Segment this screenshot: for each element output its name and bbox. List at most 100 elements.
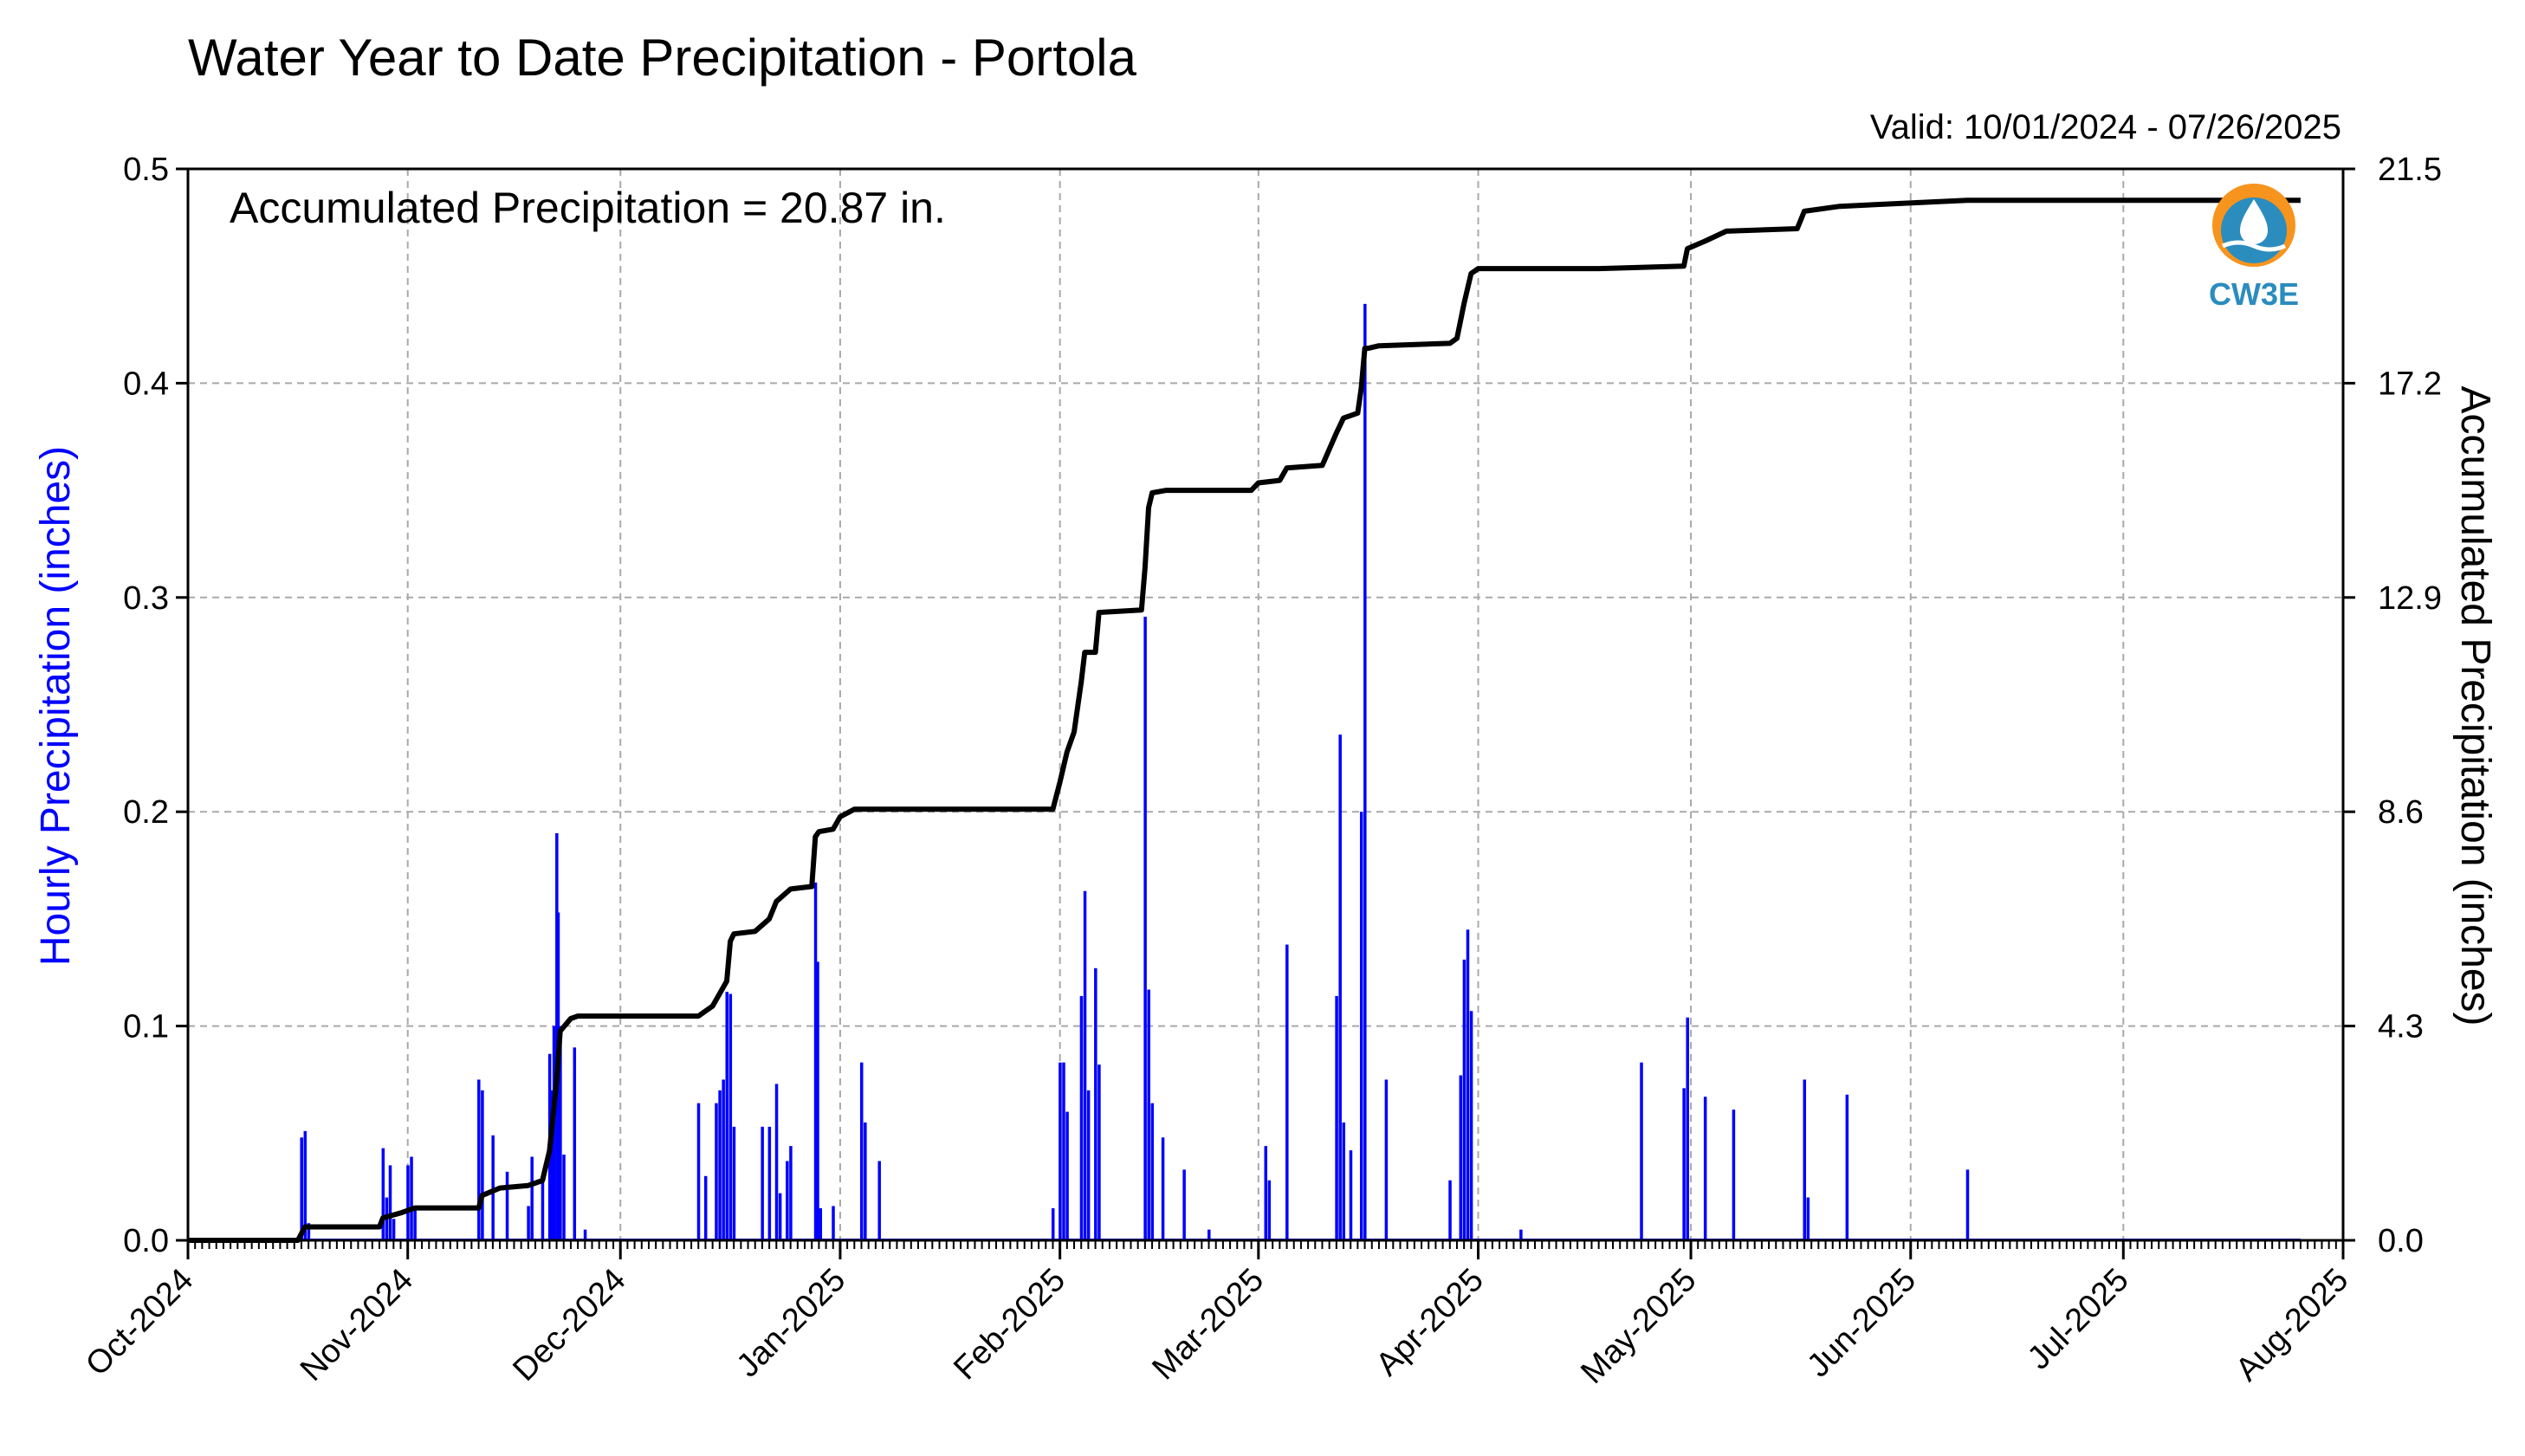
hourly-bar [559, 1026, 562, 1240]
hourly-bar [715, 1103, 718, 1240]
hourly-bar [1640, 1062, 1643, 1240]
hourly-bar [725, 992, 728, 1240]
hourly-bar [864, 1122, 867, 1240]
hourly-bar [1062, 1062, 1065, 1240]
hourly-bar [406, 1165, 410, 1240]
hourly-bar [1349, 1150, 1353, 1240]
hourly-bar [1845, 1094, 1849, 1240]
hourly-bar [1519, 1229, 1523, 1240]
x-tick-label: Oct-2024 [79, 1262, 200, 1383]
hourly-bar [307, 1223, 311, 1240]
hourly-bar [732, 1126, 736, 1240]
hourly-bar [1094, 967, 1097, 1240]
x-tick-label: Apr-2025 [1369, 1262, 1491, 1383]
hourly-bar [1803, 1079, 1806, 1240]
right-y-tick-label: 8.6 [2378, 794, 2424, 831]
hourly-bar [1359, 812, 1363, 1240]
hourly-bar [1682, 1088, 1686, 1240]
grid [188, 169, 2343, 1240]
hourly-bar [527, 1206, 530, 1240]
hourly-bar [786, 1161, 789, 1240]
hourly-bar [832, 1206, 835, 1240]
left-y-tick-labels: 0.0 0.1 0.2 0.3 0.4 0.5 [123, 152, 169, 1259]
hourly-bar [1965, 1169, 1970, 1240]
hourly-bar [1703, 1097, 1707, 1240]
hourly-bar [819, 1207, 823, 1240]
right-y-tick-label: 4.3 [2378, 1009, 2424, 1045]
hourly-bar [300, 1137, 303, 1240]
hourly-bar [1182, 1169, 1186, 1240]
hourly-bar [718, 1090, 722, 1240]
hourly-bar [491, 1135, 495, 1240]
hourly-bar [1285, 944, 1289, 1240]
x-tick-label: Mar-2025 [1145, 1262, 1271, 1388]
hourly-bar [562, 1155, 566, 1240]
accumulated-line [188, 197, 2301, 1243]
hourly-bar [703, 1175, 708, 1240]
hourly-bar [1161, 1137, 1165, 1240]
hourly-bar [413, 1207, 417, 1240]
hourly-bar [1079, 995, 1084, 1240]
hourly-bar [767, 1126, 772, 1240]
hourly-bar [1150, 1103, 1155, 1240]
left-y-tick-label: 0.4 [123, 366, 169, 402]
hourly-bar [1097, 1064, 1101, 1240]
hourly-bar [505, 1171, 509, 1240]
hourly-bar [1083, 890, 1087, 1240]
hourly-bar [761, 1126, 764, 1240]
hourly-bar [583, 1229, 587, 1240]
right-y-axis-label: Accumulated Precipitation (inches) [2452, 385, 2498, 1026]
x-tick-label: Jul-2025 [2021, 1262, 2136, 1377]
hourly-bar [1264, 1146, 1267, 1240]
hourly-bar [860, 1062, 864, 1240]
hourly-bar [1338, 734, 1342, 1240]
hourly-bar [1462, 959, 1466, 1240]
cw3e-logo: CW3E [2209, 184, 2299, 312]
accumulated-line-group [188, 197, 2301, 1243]
right-y-tick-label: 17.2 [2378, 366, 2442, 402]
logo-text: CW3E [2209, 276, 2299, 312]
right-y-tick-label: 12.9 [2378, 580, 2442, 617]
hourly-bar [728, 993, 733, 1240]
hourly-bar [530, 1156, 534, 1240]
hourly-bar [722, 1079, 725, 1240]
left-y-axis-label: Hourly Precipitation (inches) [33, 446, 79, 966]
hourly-bar [1806, 1197, 1810, 1240]
hourly-bar [1384, 1079, 1389, 1240]
x-tick-label: May-2025 [1574, 1262, 1703, 1391]
hourly-bar [1335, 995, 1338, 1240]
x-tick-labels: Oct-2024 Nov-2024 Dec-2024 Jan-2025 Feb-2025… [79, 1262, 2355, 1391]
x-tick-label: Aug-2025 [2229, 1262, 2355, 1388]
hourly-bar [1065, 1111, 1069, 1240]
hourly-bar [1143, 617, 1147, 1240]
hourly-bar [1469, 1011, 1473, 1240]
right-y-tick-label: 21.5 [2378, 152, 2442, 188]
hourly-bar [388, 1165, 392, 1240]
hourly-bar [381, 1148, 385, 1240]
hourly-bar [481, 1090, 484, 1240]
left-y-tick-label: 0.3 [123, 580, 169, 617]
hourly-bar [541, 1175, 545, 1240]
hourly-bar [1342, 1122, 1346, 1240]
hourly-bar [410, 1156, 413, 1240]
left-y-tick-label: 0.5 [123, 152, 169, 188]
hourly-bar [303, 1130, 308, 1240]
hourly-bar [789, 1146, 793, 1240]
hourly-bar [550, 1090, 554, 1240]
hourly-bar [816, 961, 819, 1240]
logo-drop-icon [2240, 199, 2268, 244]
hourly-bar [1051, 1207, 1055, 1240]
hourly-bar [1267, 1180, 1272, 1240]
hourly-bar [877, 1161, 881, 1240]
hourly-bar [477, 1079, 481, 1240]
right-y-tick-labels: 0.0 4.3 8.6 12.9 17.2 21.5 [2378, 152, 2442, 1259]
x-tick-label: Jun-2025 [1800, 1262, 1923, 1385]
hourly-bar [1448, 1180, 1452, 1240]
x-tick-label: Feb-2025 [947, 1262, 1072, 1388]
hourly-bars [188, 303, 2301, 1240]
hourly-bar [1207, 1229, 1211, 1240]
right-y-tick-label: 0.0 [2378, 1223, 2424, 1259]
hourly-bar [1086, 1090, 1091, 1240]
hourly-bar [573, 1047, 577, 1240]
left-y-tick-label: 0.1 [123, 1009, 169, 1045]
